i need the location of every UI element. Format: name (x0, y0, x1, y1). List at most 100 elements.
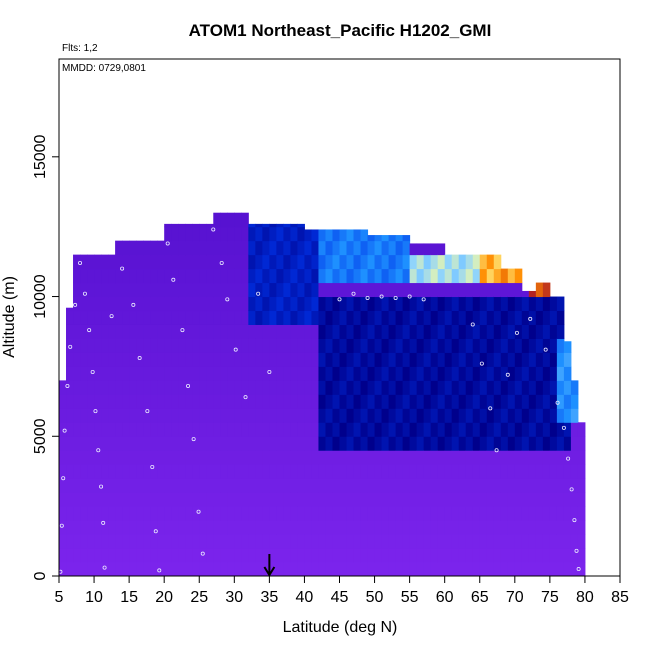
heatmap-cell (409, 380, 418, 395)
heatmap-cell (465, 296, 474, 312)
heatmap-cell (304, 394, 312, 409)
heatmap-cell (276, 352, 284, 367)
heatmap-cell (430, 394, 439, 409)
heatmap-cell (157, 548, 165, 563)
heatmap-cell (255, 394, 263, 409)
heatmap-cell (241, 408, 249, 423)
heatmap-cell (472, 506, 481, 521)
heatmap-cell (178, 562, 186, 577)
heatmap-cell (164, 282, 172, 298)
heatmap-cell (192, 268, 200, 284)
heatmap-cell (59, 478, 67, 493)
heatmap-cell (318, 229, 326, 242)
heatmap-cell (220, 534, 228, 549)
heatmap-cell (381, 436, 390, 451)
heatmap-cell (276, 408, 284, 423)
heatmap-cell (430, 562, 439, 577)
heatmap-cell (80, 296, 88, 312)
heatmap-cell (542, 366, 551, 381)
heatmap-cell (311, 548, 319, 563)
heatmap-cell (465, 324, 474, 339)
heatmap-cell (500, 450, 509, 465)
heatmap-cell (339, 366, 348, 381)
heatmap-cell (556, 478, 565, 493)
flight-point (59, 523, 64, 528)
heatmap-cell (577, 534, 586, 549)
heatmap-cell (451, 436, 460, 451)
heatmap-cell (360, 548, 369, 563)
heatmap-cell (73, 366, 81, 381)
heatmap-cell (213, 436, 221, 451)
heatmap-cell (535, 492, 544, 507)
heatmap-cell (255, 380, 263, 395)
heatmap-cell (577, 492, 586, 507)
heatmap-cell (248, 548, 256, 563)
heatmap-cell (325, 282, 333, 298)
heatmap-cell (199, 534, 207, 549)
heatmap-cell (234, 506, 242, 521)
heatmap-cell (80, 394, 88, 409)
heatmap-cell (402, 436, 411, 451)
flight-point (494, 448, 499, 453)
heatmap-cell (234, 534, 242, 549)
heatmap-cell (220, 478, 228, 493)
heatmap-cell (73, 562, 81, 577)
heatmap-cell (570, 422, 579, 437)
heatmap-cell (409, 506, 418, 521)
heatmap-cell (444, 366, 453, 381)
heatmap-cell (423, 562, 432, 577)
heatmap-cell (101, 268, 109, 284)
heatmap-cell (577, 464, 586, 479)
heatmap-cell (500, 478, 509, 493)
heatmap-cell (346, 408, 355, 423)
heatmap-cell (290, 380, 298, 395)
heatmap-cell (192, 562, 200, 577)
heatmap-cell (241, 562, 249, 577)
heatmap-cell (164, 534, 172, 549)
heatmap-cell (283, 310, 291, 325)
heatmap-cell (444, 520, 453, 535)
heatmap-cell (367, 422, 376, 437)
heatmap-cell (353, 436, 362, 451)
heatmap-cell (409, 310, 418, 325)
flight-point (120, 266, 125, 271)
heatmap-cell (122, 548, 130, 563)
heatmap-cell (332, 296, 340, 312)
heatmap-cell (241, 534, 249, 549)
heatmap-cell (374, 338, 383, 353)
heatmap-cell (430, 380, 439, 395)
heatmap-cell (507, 562, 516, 577)
heatmap-cell (367, 235, 376, 242)
heatmap-cell (199, 506, 207, 521)
heatmap-cell (388, 324, 397, 339)
heatmap-cell (178, 548, 186, 563)
heatmap-cell (514, 366, 523, 381)
heatmap-cell (472, 520, 481, 535)
heatmap-cell (269, 366, 277, 381)
heatmap-cell (178, 492, 186, 507)
heatmap-cell (360, 324, 369, 339)
heatmap-cell (304, 562, 312, 577)
heatmap-cell (87, 324, 95, 339)
heatmap-cell (353, 408, 362, 423)
heatmap-cell (479, 254, 488, 270)
heatmap-cell (535, 394, 544, 409)
heatmap-cell (276, 240, 284, 256)
heatmap-cell (556, 422, 565, 437)
heatmap-cell (416, 422, 425, 437)
heatmap-cell (339, 229, 348, 242)
heatmap-cell (339, 506, 348, 521)
heatmap-cell (290, 492, 298, 507)
heatmap-cell (542, 548, 551, 563)
heatmap-cell (199, 408, 207, 423)
heatmap-cell (248, 380, 256, 395)
heatmap-cell (276, 562, 284, 577)
heatmap-cell (171, 548, 179, 563)
heatmap-cell (143, 436, 151, 451)
heatmap-cell (108, 338, 116, 353)
heatmap-cell (542, 478, 551, 493)
heatmap-cell (507, 450, 516, 465)
heatmap-cell (311, 282, 319, 298)
heatmap-cell (507, 464, 516, 479)
heatmap-cell (290, 548, 298, 563)
